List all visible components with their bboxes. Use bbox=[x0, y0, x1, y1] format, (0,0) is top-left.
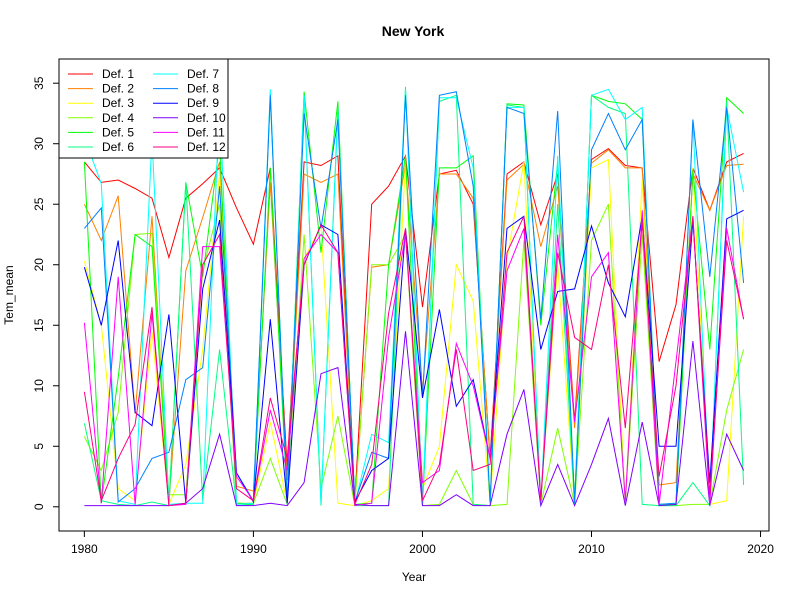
y-tick-label: 0 bbox=[32, 503, 46, 510]
y-tick-label: 15 bbox=[32, 318, 46, 332]
legend-label: Def. 11 bbox=[187, 125, 225, 139]
y-axis-title: Tem_mean bbox=[2, 265, 16, 324]
series-line-5 bbox=[83, 91, 744, 506]
legend-label: Def. 6 bbox=[102, 140, 134, 154]
series-line-10 bbox=[84, 331, 745, 508]
x-tick-label: 2020 bbox=[747, 542, 774, 556]
series-line-1 bbox=[84, 147, 744, 501]
legend-label: Def. 9 bbox=[187, 96, 219, 110]
x-axis: 1980 1990 2000 2010 2020 bbox=[71, 531, 774, 556]
legend-label: Def. 10 bbox=[187, 111, 226, 125]
chart-title: New York bbox=[382, 23, 445, 39]
x-tick-label: 1990 bbox=[240, 542, 267, 556]
series-line-2 bbox=[83, 149, 744, 504]
y-tick-label: 10 bbox=[32, 379, 46, 393]
legend-label: Def. 3 bbox=[102, 96, 134, 110]
y-tick-label: 30 bbox=[32, 137, 46, 151]
x-tick-label: 1980 bbox=[71, 542, 98, 556]
y-tick-label: 35 bbox=[32, 76, 46, 90]
legend-label: Def. 7 bbox=[187, 67, 219, 81]
series-line-9 bbox=[83, 209, 744, 504]
plot-frame bbox=[58, 58, 770, 532]
y-axis: 0 5 10 15 20 25 30 35 bbox=[32, 76, 59, 510]
y-tick-label: 25 bbox=[32, 197, 46, 211]
x-tick-label: 2010 bbox=[578, 542, 605, 556]
legend-label: Def. 4 bbox=[102, 111, 134, 125]
legend-label: Def. 5 bbox=[102, 125, 134, 139]
legend-label: Def. 1 bbox=[102, 67, 134, 81]
x-tick-label: 2000 bbox=[409, 542, 436, 556]
y-tick-label: 5 bbox=[32, 443, 46, 450]
legend-label: Def. 2 bbox=[102, 82, 134, 96]
x-axis-title: Year bbox=[402, 570, 426, 584]
series-line-7 bbox=[83, 88, 745, 506]
series-line-12 bbox=[83, 216, 745, 507]
legend-box bbox=[58, 58, 229, 159]
y-tick-label: 20 bbox=[32, 258, 46, 272]
legend-label: Def. 12 bbox=[187, 140, 226, 154]
legend-label: Def. 8 bbox=[187, 82, 219, 96]
plot-lines bbox=[83, 86, 745, 508]
